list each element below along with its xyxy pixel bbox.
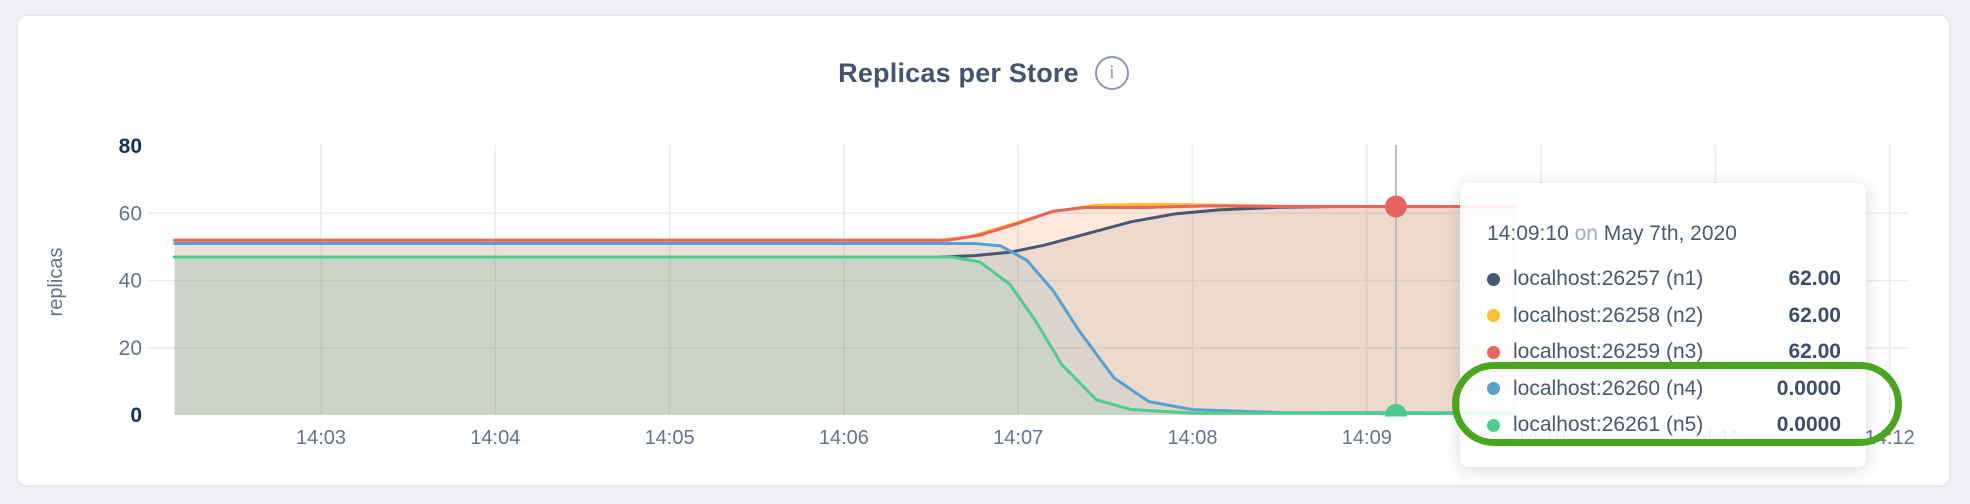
chart-tooltip: 14:09:10 on May 7th, 2020 localhost:2625… [1460,183,1866,467]
tooltip-row: localhost:26257 (n1) 62.00 [1487,261,1841,298]
svg-text:replicas: replicas [45,248,67,317]
series-value: 0.0000 [1776,413,1841,437]
svg-text:14:07: 14:07 [993,427,1043,449]
tooltip-row: localhost:26259 (n3) 62.00 [1487,334,1841,371]
series-label: localhost:26257 (n1) [1513,267,1704,291]
tooltip-row: localhost:26260 (n4) 0.0000 [1487,371,1841,408]
tooltip-row: localhost:26261 (n5) 0.0000 [1487,407,1841,444]
series-color-dot [1487,345,1500,359]
series-label: localhost:26260 (n4) [1513,376,1704,400]
svg-text:14:05: 14:05 [645,427,695,449]
svg-text:40: 40 [119,270,142,293]
svg-text:14:06: 14:06 [819,427,869,449]
series-color-dot [1487,309,1500,323]
tooltip-legend: localhost:26257 (n1) 62.00 localhost:26258… [1487,261,1841,444]
series-value: 62.00 [1788,340,1841,364]
svg-text:14:09: 14:09 [1342,427,1392,449]
series-label: localhost:26258 (n2) [1513,303,1704,327]
tooltip-on-word: on [1574,222,1598,245]
svg-text:14:04: 14:04 [470,427,520,449]
series-label: localhost:26259 (n3) [1513,340,1704,364]
series-value: 62.00 [1788,303,1841,327]
series-label: localhost:26261 (n5) [1513,413,1704,437]
highlight-ellipse-annotation [1452,362,1902,446]
chart-title: Replicas per Store [838,57,1079,88]
svg-text:60: 60 [119,202,142,225]
svg-text:80: 80 [119,135,142,158]
svg-text:14:03: 14:03 [296,427,346,449]
tooltip-row: localhost:26258 (n2) 62.00 [1487,298,1841,335]
chart-header: Replicas per Store i [18,56,1949,90]
series-color-dot [1487,272,1500,286]
info-icon[interactable]: i [1094,56,1129,90]
svg-text:20: 20 [119,337,142,360]
series-value: 0.0000 [1776,376,1841,400]
svg-text:14:08: 14:08 [1167,427,1217,449]
tooltip-date-text: May 7th, 2020 [1603,222,1737,245]
tooltip-time: 14:09:10 [1487,222,1569,245]
svg-text:0: 0 [130,404,142,427]
series-value: 62.00 [1788,267,1841,291]
tooltip-timestamp: 14:09:10 on May 7th, 2020 [1487,219,1841,249]
